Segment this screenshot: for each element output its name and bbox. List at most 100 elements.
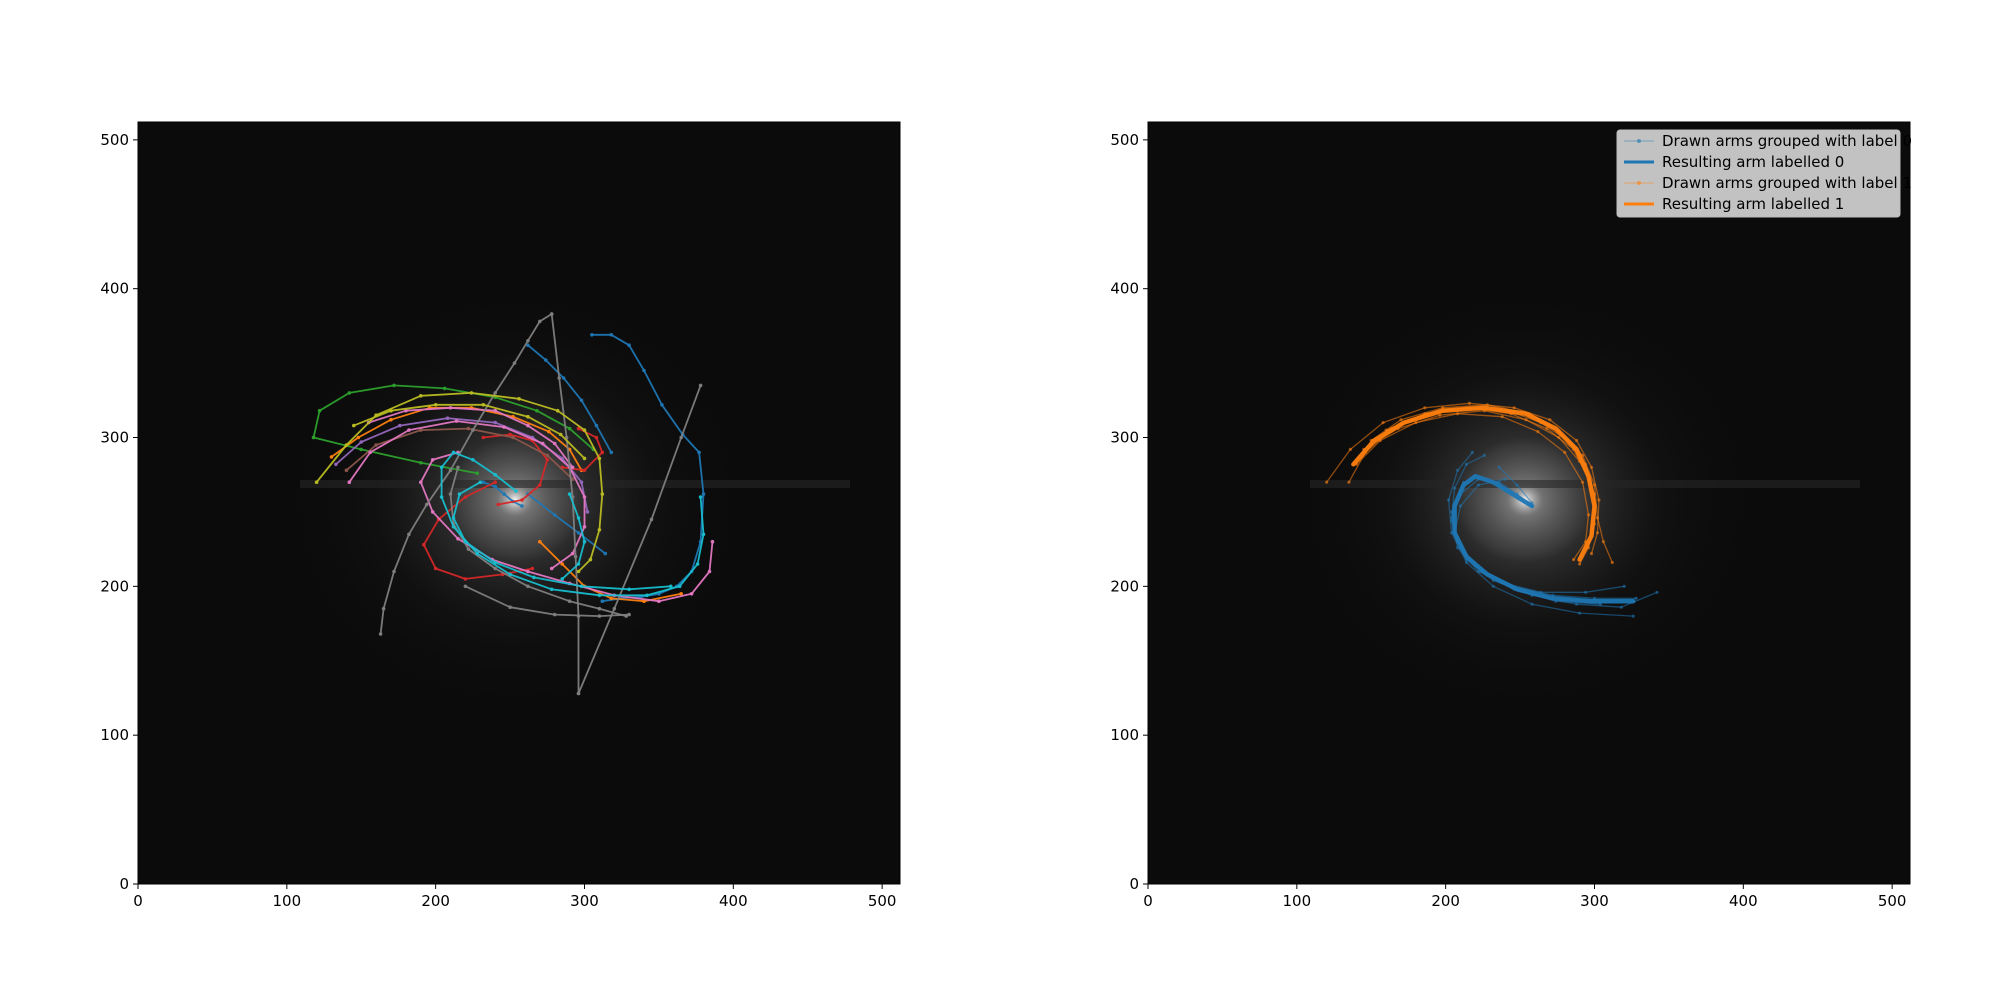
left-y-tick-label: 200 bbox=[100, 577, 129, 595]
drawn-arm-23-point bbox=[439, 465, 444, 470]
drawn-arm-label-1-point bbox=[1438, 413, 1442, 417]
drawn-arm-20-point bbox=[508, 605, 512, 609]
drawn-arm-16-point bbox=[526, 339, 530, 343]
drawn-arm-20-point bbox=[552, 612, 557, 617]
resulting-arm-1-line bbox=[1351, 405, 1597, 562]
drawn-arm-23-point bbox=[493, 472, 498, 477]
right-plot-area bbox=[1325, 401, 1659, 618]
drawn-arm-23-point bbox=[645, 593, 649, 598]
drawn-arm-9-point bbox=[493, 480, 498, 485]
drawn-arm-23-line bbox=[440, 451, 705, 597]
drawn-arm-5-point bbox=[642, 599, 646, 603]
drawn-arm-label-0-point bbox=[1447, 498, 1451, 502]
drawn-arm-15-point bbox=[552, 441, 557, 446]
drawn-arm-19-point bbox=[567, 599, 572, 603]
drawn-arm-21-point bbox=[344, 443, 349, 447]
drawn-arm-label-0-point bbox=[1458, 504, 1463, 508]
drawn-arm-0-point bbox=[520, 504, 524, 508]
drawn-arm-1-point bbox=[642, 368, 646, 373]
drawn-arm-22-point bbox=[558, 432, 563, 437]
drawn-arm-23-point bbox=[471, 458, 475, 462]
drawn-arm-22-point bbox=[389, 408, 393, 413]
drawn-arm-24-point bbox=[451, 516, 456, 520]
drawn-arm-16-point bbox=[378, 632, 383, 636]
drawn-arm-0-point bbox=[502, 492, 506, 496]
drawn-arm-11-point bbox=[585, 510, 590, 514]
drawn-arm-label-0-point bbox=[1470, 450, 1474, 454]
legend-label-1: Resulting arm labelled 0 bbox=[1662, 153, 1844, 171]
left-x-tick-label: 300 bbox=[570, 892, 599, 910]
drawn-arm-12-point bbox=[545, 453, 550, 458]
drawn-arm-label-1-line bbox=[1325, 402, 1600, 555]
drawn-arm-25-point bbox=[582, 539, 587, 544]
drawn-arm-20-point bbox=[463, 584, 468, 589]
drawn-arm-label-0-point bbox=[1497, 465, 1501, 469]
left-x-tick-label: 400 bbox=[719, 892, 748, 910]
drawn-arm-25 bbox=[560, 492, 587, 581]
drawn-arm-4 bbox=[329, 406, 584, 473]
drawn-arm-19-point bbox=[456, 465, 460, 470]
drawn-arm-11-point bbox=[334, 462, 338, 467]
drawn-arm-16-point bbox=[424, 502, 429, 507]
drawn-arm-2-line bbox=[527, 344, 613, 454]
drawn-arm-6-point bbox=[535, 408, 539, 413]
drawn-arm-13-point bbox=[541, 441, 545, 446]
drawn-arm-13-point bbox=[502, 425, 506, 429]
drawn-arm-5-point bbox=[538, 539, 542, 544]
drawn-arm-label-1-point bbox=[1485, 403, 1489, 407]
drawn-arm-17-point bbox=[549, 312, 554, 316]
drawn-arm-10 bbox=[560, 426, 605, 473]
drawn-arm-23-point bbox=[451, 525, 456, 529]
resulting-arm-0-line bbox=[1452, 473, 1636, 604]
drawn-arm-3-point bbox=[552, 513, 557, 517]
drawn-arm-23-point bbox=[514, 489, 518, 493]
right-y-tick-label: 300 bbox=[1110, 429, 1139, 447]
drawn-arm-10-point bbox=[600, 450, 605, 455]
drawn-arm-9-point bbox=[530, 566, 535, 571]
drawn-arm-1-point bbox=[590, 333, 594, 337]
drawn-arm-1-point bbox=[697, 450, 701, 455]
right-panel: 0 100 200 300 400 500 0 100 200 300 400 500 Drawn … bbox=[1110, 121, 1912, 910]
drawn-arm-4-point bbox=[356, 435, 361, 440]
drawn-arm-3-point bbox=[603, 551, 608, 556]
drawn-arm-22-point bbox=[352, 423, 356, 428]
left-galaxy-image bbox=[138, 122, 900, 884]
drawn-arm-16-point bbox=[381, 606, 386, 611]
drawn-arm-24-point bbox=[463, 539, 468, 544]
drawn-arm-label-0-point bbox=[1453, 486, 1457, 490]
left-y-tick-label: 0 bbox=[119, 875, 129, 893]
drawn-arm-24-point bbox=[493, 560, 498, 565]
drawn-arm-21-point bbox=[576, 569, 581, 574]
right-x-tick-label: 100 bbox=[1283, 892, 1312, 910]
drawn-arm-24-point bbox=[532, 575, 536, 580]
legend-marker-drawn-0 bbox=[1637, 139, 1641, 143]
drawn-arm-2-point bbox=[579, 398, 584, 403]
left-x-tick-label: 100 bbox=[273, 892, 302, 910]
legend-entry-2: Drawn arms grouped with label 1 bbox=[1624, 174, 1912, 192]
drawn-arm-label-0-point bbox=[1515, 483, 1519, 487]
left-panel: 0 100 200 300 400 500 0 100 200 300 400 500 bbox=[100, 121, 901, 910]
drawn-arm-22-point bbox=[582, 456, 587, 461]
drawn-arm-15-point bbox=[404, 408, 408, 413]
drawn-arm-21-point bbox=[469, 391, 474, 395]
drawn-arm-1-point bbox=[701, 492, 706, 496]
drawn-arm-8-point bbox=[520, 498, 524, 502]
drawn-arm-13-point bbox=[570, 551, 575, 556]
drawn-arm-label-0 bbox=[1497, 465, 1534, 505]
drawn-arm-3-point bbox=[576, 531, 581, 535]
drawn-arm-14-point bbox=[419, 480, 423, 485]
drawn-arm-9-line bbox=[422, 481, 534, 580]
left-y-tick-label: 300 bbox=[100, 429, 129, 447]
drawn-arm-18-point bbox=[649, 517, 654, 522]
drawn-arm-6-point bbox=[347, 391, 352, 395]
legend-entry-0: Drawn arms grouped with label 0 bbox=[1624, 132, 1912, 150]
drawn-arm-2 bbox=[526, 343, 614, 455]
drawn-arm-label-1-point bbox=[1348, 447, 1352, 451]
drawn-arm-8-point bbox=[508, 432, 512, 437]
drawn-arm-13-point bbox=[454, 419, 459, 423]
drawn-arm-21-point bbox=[597, 528, 602, 532]
drawn-arm-0-point bbox=[481, 480, 486, 485]
drawn-arm-10-point bbox=[594, 435, 599, 440]
drawn-arm-14-point bbox=[657, 599, 661, 603]
